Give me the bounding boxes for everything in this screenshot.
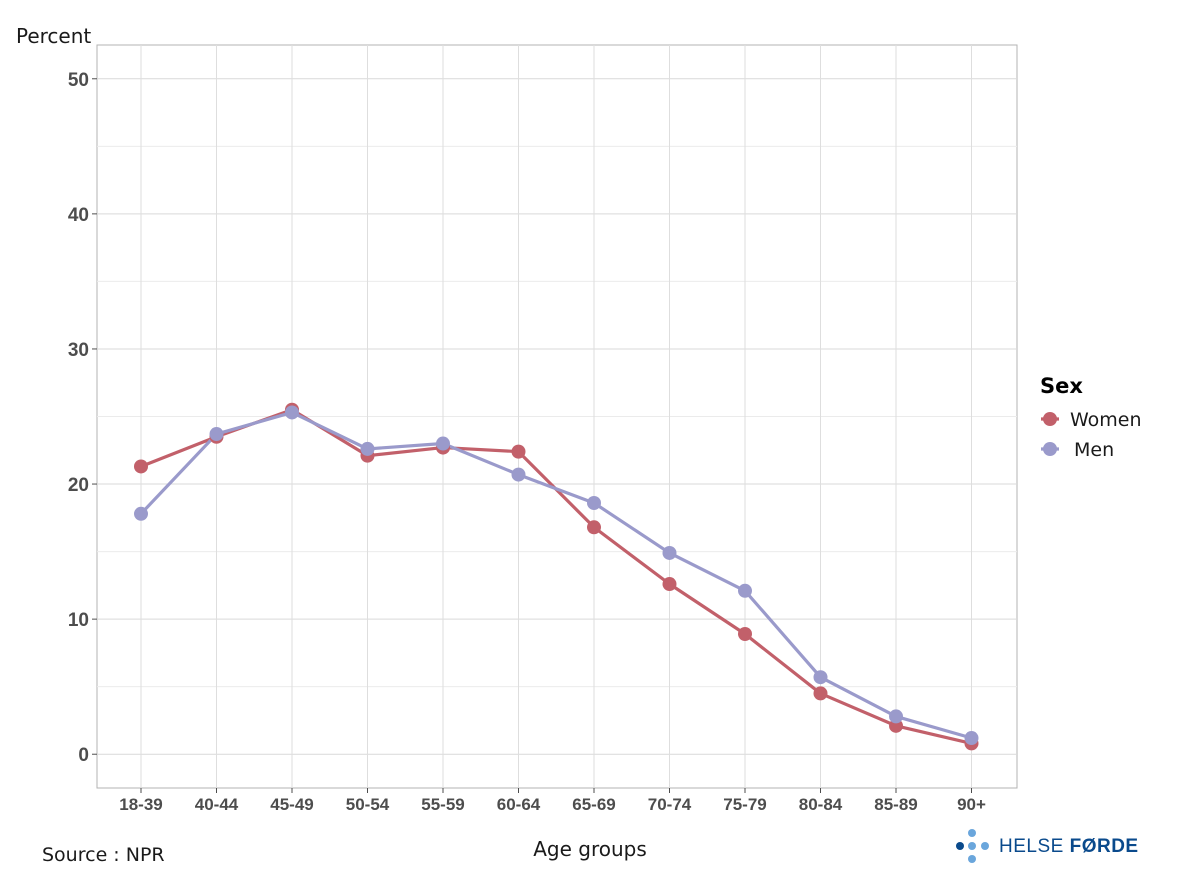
data-point-men [662,545,677,560]
x-tick-label: 40-44 [195,795,239,814]
grid-lines [97,45,1017,788]
y-axis-title: Percent [16,24,91,48]
logo-dot [968,842,976,850]
x-axis-title: Age groups [533,837,647,861]
data-point-women [587,520,601,535]
logo-dot [968,829,976,837]
y-tick-label: 40 [68,205,89,226]
series-lines [139,408,974,746]
series-line-men [139,410,974,740]
logo-dot [956,842,964,850]
x-tick-label: 60-64 [497,795,541,814]
legend-key-men [1043,442,1057,456]
x-axis-ticks: 18-39 40-44 45-49 50-54 55-59 60-64 65-69 70-74… [119,788,986,814]
x-tick-label: 65-69 [572,795,615,814]
source-note: Source : NPR [42,844,165,866]
legend-title: Sex [1040,374,1083,398]
legend: Sex Women Men [1040,374,1142,461]
data-point-men [964,731,979,746]
data-point-women [738,626,752,641]
x-tick-label: 80-84 [799,795,843,814]
data-point-women [511,444,526,459]
logo-dot [981,842,989,850]
legend-items: Women Men [1041,409,1142,461]
legend-key-women [1043,412,1057,426]
x-tick-label: 70-74 [648,795,692,814]
y-axis-ticks: 0 10 20 30 40 50 [68,70,97,766]
x-tick-label: 55-59 [421,795,464,814]
helse-forde-logo: HELSE FØRDE [956,829,1139,863]
x-tick-label: 90+ [957,795,986,814]
data-point-women [662,577,677,592]
x-tick-label: 18-39 [119,795,162,814]
logo-dot [968,855,976,863]
logo-text-forde: FØRDE [1070,836,1139,857]
data-point-men [209,427,224,442]
data-point-women [813,686,828,701]
data-point-men [813,670,828,685]
legend-label-men: Men [1074,439,1114,461]
data-point-men [285,405,299,420]
legend-label-women: Women [1070,409,1142,431]
x-tick-label: 45-49 [270,795,313,814]
series-points [134,402,979,751]
logo-text-helse: HELSE [999,836,1070,857]
y-tick-label: 50 [68,70,89,91]
y-tick-label: 20 [68,475,89,496]
data-point-men [360,441,375,456]
y-tick-label: 0 [78,745,89,766]
data-point-women [134,459,148,474]
cross-dots-icon [956,829,989,863]
data-point-men [436,436,450,451]
x-tick-label: 50-54 [346,795,390,814]
y-tick-label: 30 [68,340,89,361]
x-tick-label: 75-79 [723,795,766,814]
x-tick-label: 85-89 [874,795,917,814]
data-point-men [889,709,903,724]
data-point-men [511,467,526,482]
data-point-men [587,495,601,510]
logo-text: HELSE FØRDE [999,836,1139,857]
data-point-men [134,506,148,521]
y-tick-label: 10 [68,610,89,631]
data-point-men [738,583,752,598]
